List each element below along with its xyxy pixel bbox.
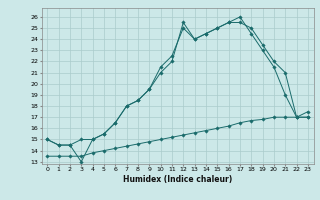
X-axis label: Humidex (Indice chaleur): Humidex (Indice chaleur) (123, 175, 232, 184)
